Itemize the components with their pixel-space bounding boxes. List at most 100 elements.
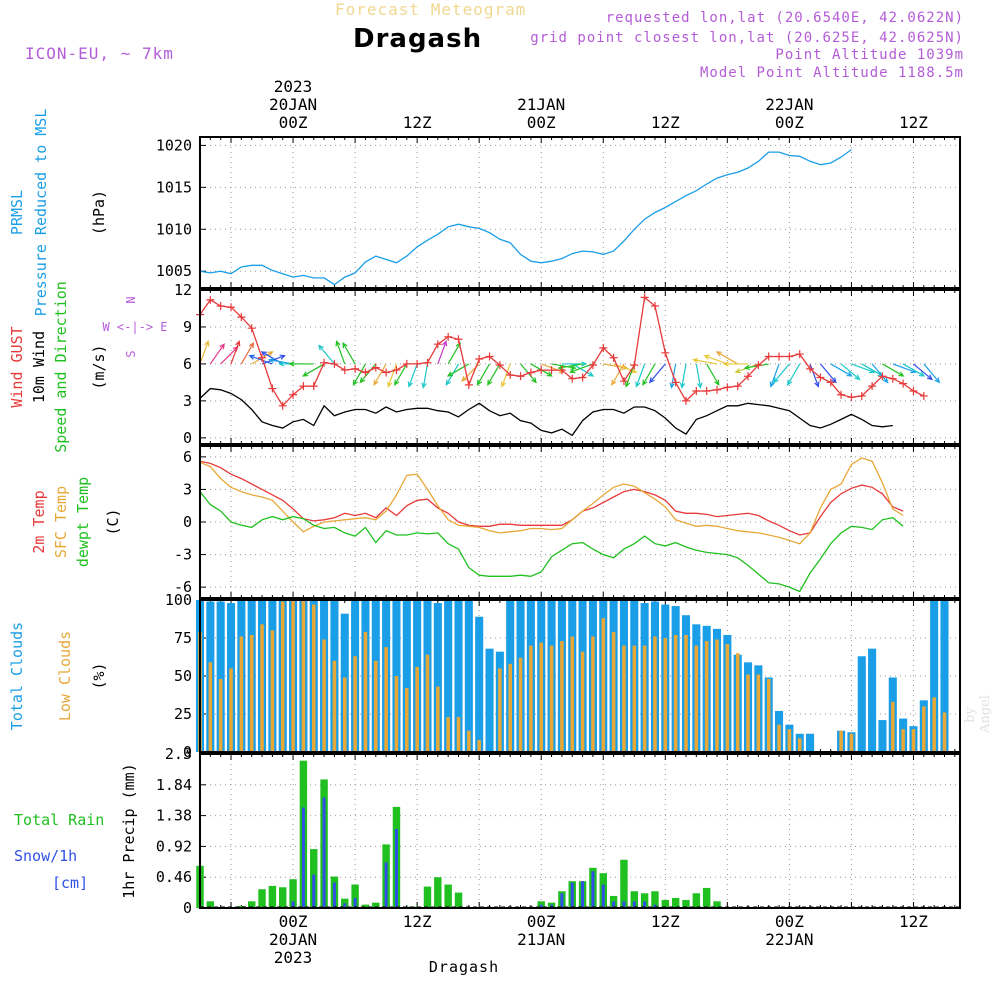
- rain-bar: [351, 884, 359, 908]
- gust-point-marker: [568, 374, 577, 383]
- total-cloud-bar: [464, 600, 473, 752]
- wind-arrow-head: [204, 340, 210, 347]
- top-time-label: 20JAN: [269, 95, 317, 114]
- wind-direction-arrow: [715, 351, 738, 365]
- wind-arrow-shaft: [830, 363, 852, 377]
- snow-bar: [384, 862, 388, 908]
- wind-arrow-shaft: [819, 363, 837, 383]
- wind-direction-arrow: [871, 363, 889, 384]
- wind-direction-arrow: [352, 363, 366, 386]
- wind-arrow-shaft: [773, 363, 790, 383]
- gust-point-marker: [320, 358, 329, 367]
- wind-arrow-head: [373, 379, 379, 386]
- temperature-series-2m-temp: [199, 460, 904, 536]
- wind-axis-title: Wind GUST: [8, 326, 26, 407]
- total-cloud-bar: [857, 656, 866, 752]
- precipitation-ytick-label: 0.46: [156, 868, 192, 886]
- snow-bar: [591, 871, 595, 908]
- wind-direction-arrow: [787, 363, 801, 386]
- gust-point-marker: [340, 366, 349, 375]
- wind-arrow-head: [773, 377, 779, 384]
- wind-arrow-shaft: [437, 341, 447, 365]
- gust-point-marker: [495, 361, 504, 370]
- wind-direction-arrow: [819, 363, 837, 384]
- bottom-time-label: 21JAN: [517, 930, 565, 949]
- wind-direction-arrow: [500, 363, 511, 388]
- low-cloud-bar: [653, 636, 657, 752]
- low-cloud-bar: [363, 631, 368, 752]
- wind-arrow-head: [854, 374, 861, 381]
- gust-point-marker: [289, 390, 298, 399]
- low-cloud-bar: [580, 651, 585, 752]
- pressure-frame: [199, 136, 961, 289]
- temperature-series-dewpt-temp: [199, 491, 904, 593]
- wind-arrow-head: [279, 354, 286, 360]
- rain-bar: [289, 879, 297, 908]
- low-cloud-bar: [756, 674, 761, 752]
- low-cloud-bar: [270, 630, 275, 752]
- low-cloud-bar: [591, 636, 595, 752]
- temperature-frame: [199, 445, 961, 599]
- wind-arrow-head: [248, 354, 255, 360]
- wind-arrow-shaft: [447, 342, 461, 365]
- wind-unit-label: (m/s): [90, 344, 108, 389]
- low-cloud-bar: [797, 738, 802, 752]
- snow-bar: [322, 797, 326, 908]
- wind-arrow-head: [235, 340, 241, 347]
- snow-bar: [612, 901, 616, 908]
- wind-axis-title: 10m Wind: [30, 331, 48, 403]
- wind-direction-arrow: [407, 363, 418, 388]
- gust-point-marker: [454, 335, 463, 344]
- wind-direction-arrow: [769, 363, 780, 388]
- gust-point-marker: [268, 384, 277, 393]
- pressure-axis-title: PRMSL: [8, 190, 26, 235]
- total-cloud-bar: [940, 600, 949, 752]
- gust-point-marker: [599, 343, 608, 352]
- wind-direction-arrow: [476, 363, 491, 386]
- wind-arrow-head: [831, 377, 837, 384]
- snow-bar: [394, 828, 398, 908]
- wind-arrow-head: [267, 351, 274, 357]
- gust-point-marker: [309, 382, 318, 391]
- wind-series-10m-wind: [199, 387, 893, 437]
- rain-bar: [651, 891, 659, 908]
- wind-direction-arrow: [830, 363, 853, 377]
- wind-arrow-shaft: [716, 351, 738, 365]
- wind-direction-arrow: [923, 363, 941, 384]
- wind-arrow-head: [846, 371, 853, 377]
- gust-point-marker: [640, 293, 649, 302]
- wind-arrow-shaft: [851, 363, 875, 373]
- gust-point-marker: [857, 391, 866, 400]
- wind-arrow-head: [352, 379, 358, 386]
- wind-arrow-head: [248, 341, 255, 349]
- wind-panel: 0 3 6 9 12 N W <-|-> E S Wind GUST 10m Wind Speed …: [8, 281, 961, 453]
- wind-direction-arrow: [703, 354, 728, 365]
- snow-bar: [622, 901, 626, 908]
- wind-arrow-shaft: [422, 363, 429, 388]
- clouds-ytick-label: 50: [174, 667, 192, 685]
- gust-point-marker: [723, 383, 732, 392]
- bottom-time-label: 00Z: [527, 912, 556, 931]
- wind-arrow-shaft: [352, 363, 366, 386]
- wind-direction-arrow: [611, 363, 625, 386]
- wind-direction-arrow: [679, 363, 687, 389]
- wind-arrow-head: [461, 375, 468, 382]
- clouds-panel: 0 25 50 75 100 Total Clouds Low Clouds (%): [8, 591, 961, 761]
- gust-point-marker: [361, 368, 370, 377]
- wind-arrow-head: [407, 381, 413, 388]
- compass-west-east: W <-|-> E: [102, 320, 167, 334]
- total-cloud-bar: [433, 603, 442, 752]
- rain-bar: [444, 884, 452, 908]
- wind-arrow-shaft: [635, 363, 646, 387]
- wind-arrow-head: [635, 381, 641, 388]
- gust-point-marker: [619, 377, 628, 386]
- rain-bar: [640, 893, 649, 908]
- wind-arrow-shaft: [249, 355, 273, 365]
- wind-direction-arrow: [861, 363, 884, 377]
- gust-point-marker: [692, 387, 701, 396]
- wind-arrow-head: [898, 371, 905, 377]
- low-cloud-bar: [311, 604, 316, 752]
- gust-point-marker: [506, 371, 515, 380]
- wind-direction-arrow: [437, 340, 448, 365]
